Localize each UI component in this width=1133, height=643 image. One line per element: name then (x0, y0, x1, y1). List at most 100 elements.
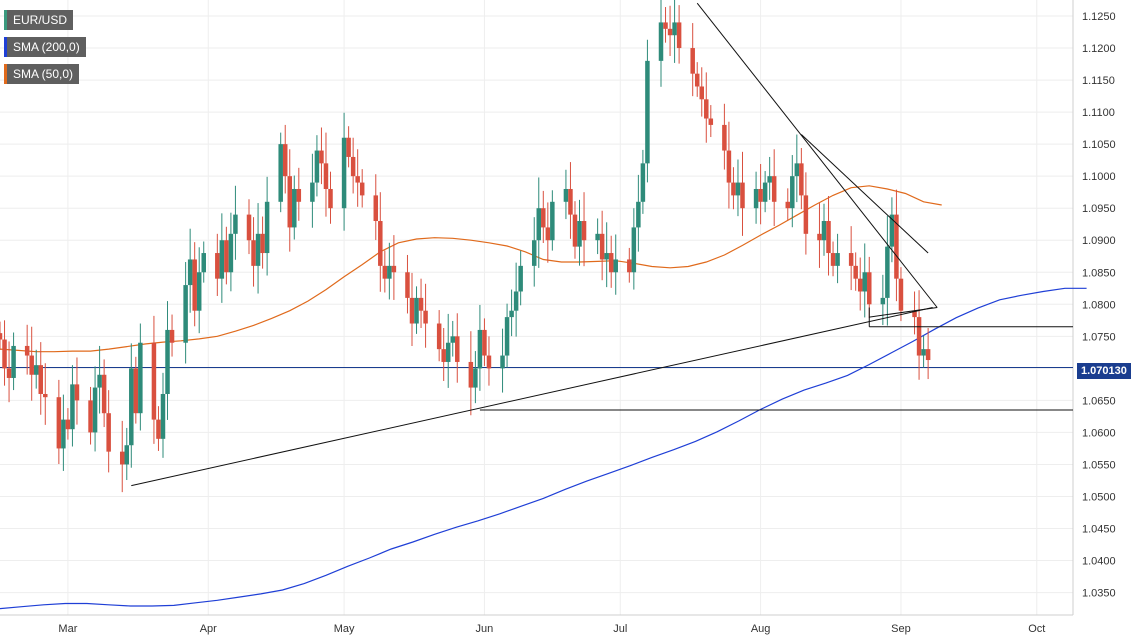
candle-body (323, 163, 329, 189)
candle-body (550, 201, 555, 241)
candle-body (156, 419, 161, 439)
candle-body (667, 28, 673, 36)
candle-body (138, 342, 143, 414)
x-tick-label: Aug (751, 623, 771, 635)
range-top-line (869, 307, 938, 318)
candle-body (169, 329, 175, 343)
legend-sma200-label: SMA (200,0) (13, 40, 80, 54)
candle-body (676, 22, 682, 49)
candle-body (835, 253, 840, 266)
candle-body (215, 253, 220, 279)
candle-body (631, 227, 637, 273)
candle-body (124, 445, 130, 465)
candle-body (595, 233, 600, 241)
candle-body (790, 176, 795, 209)
candle-body (690, 48, 695, 74)
candle-body (477, 329, 483, 369)
candle-body (830, 253, 836, 266)
candle-body (627, 259, 632, 273)
candle-body (74, 384, 80, 401)
candle-body (2, 339, 7, 369)
candle-body (97, 374, 102, 388)
y-tick-label: 1.1250 (1082, 11, 1116, 23)
y-tick-label: 1.1050 (1082, 139, 1116, 151)
candle-body (233, 214, 238, 234)
candle-body (672, 22, 677, 36)
candle-body (56, 397, 62, 449)
candle-body (531, 240, 537, 266)
x-tick-label: Jul (613, 623, 627, 635)
candle-body (880, 297, 886, 305)
candle-body (867, 272, 872, 305)
candle-body (61, 419, 66, 449)
legend-sma200[interactable]: SMA (200,0) (4, 37, 86, 57)
candle-body (378, 221, 383, 266)
candle-body (740, 182, 745, 209)
candle-body (482, 329, 487, 356)
candle-body (513, 291, 519, 311)
legend-sma50[interactable]: SMA (50,0) (4, 64, 80, 84)
sma200-swatch (4, 37, 7, 57)
candle-body (921, 349, 926, 356)
candle-body (405, 272, 410, 298)
candle-body (613, 259, 618, 273)
candle-body (328, 188, 333, 209)
candle-body (785, 201, 791, 209)
candle-body (708, 118, 714, 125)
grid-layer (0, 0, 1073, 615)
candle-body (160, 393, 166, 439)
candle-body (0, 333, 3, 340)
candle-body (391, 265, 397, 273)
candle-body (658, 22, 664, 61)
candle-body (726, 150, 732, 183)
candle-body (473, 368, 478, 388)
candle-body (663, 22, 668, 29)
candle-body (346, 137, 351, 157)
candle-body (33, 365, 39, 375)
candle-body (821, 221, 827, 241)
candle-body (187, 259, 193, 286)
candle-body (925, 349, 931, 361)
candle-body (735, 182, 741, 196)
candle-body (418, 297, 424, 311)
candle-body (43, 393, 48, 398)
candle-body (119, 451, 125, 465)
candle-body (133, 368, 139, 414)
candle-body (341, 137, 347, 209)
candle-body (151, 342, 157, 420)
symbol-label[interactable]: EUR/USD (4, 10, 74, 30)
candle-body (486, 355, 492, 369)
candle-body (916, 317, 922, 356)
candle-body (504, 317, 510, 356)
symbol-text: EUR/USD (13, 13, 68, 27)
candle-body (296, 188, 302, 202)
y-tick-label: 1.0550 (1082, 459, 1116, 471)
candle-body (382, 265, 388, 279)
candle-body (319, 150, 324, 164)
candle-body (577, 221, 582, 247)
candle-body (636, 201, 641, 228)
candle-body (165, 329, 170, 394)
x-tick-label: Mar (58, 623, 77, 635)
candle-body (260, 233, 265, 254)
candle-body (436, 323, 442, 350)
candle-body (699, 86, 705, 100)
candle-body (640, 163, 646, 202)
candle-body (106, 413, 111, 452)
candle-body (536, 208, 542, 241)
candle-body (803, 195, 809, 234)
candle-body (912, 310, 917, 318)
candle-body (282, 144, 288, 177)
sma200-layer (0, 287, 1087, 610)
candle-body (101, 374, 107, 414)
candle-body (753, 188, 759, 209)
symbol-swatch (4, 10, 7, 30)
x-tick-label: Oct (1028, 623, 1045, 635)
candle-body (799, 163, 804, 196)
y-tick-label: 1.0800 (1082, 299, 1116, 311)
y-tick-label: 1.0450 (1082, 524, 1116, 536)
candle-body (224, 240, 229, 273)
candle-body (387, 265, 392, 279)
